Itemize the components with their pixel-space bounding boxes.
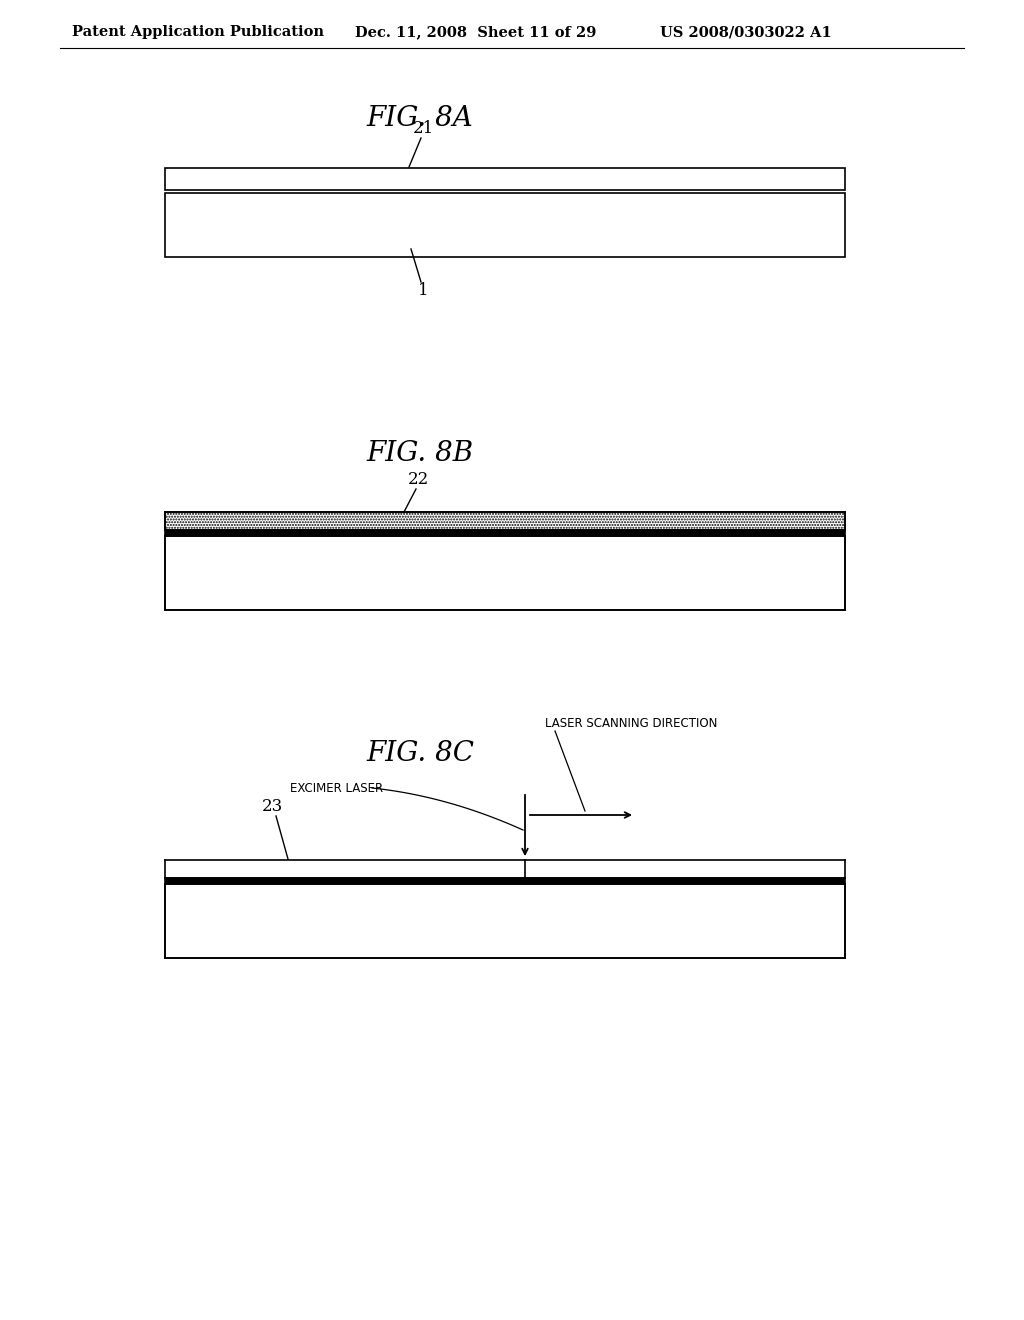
Bar bbox=[165, 536, 845, 610]
Bar bbox=[165, 531, 845, 536]
Text: 23: 23 bbox=[261, 799, 283, 814]
Text: LASER SCANNING DIRECTION: LASER SCANNING DIRECTION bbox=[545, 717, 718, 730]
Text: FIG. 8A: FIG. 8A bbox=[367, 106, 473, 132]
Text: 1: 1 bbox=[418, 282, 428, 300]
Text: FIG. 8C: FIG. 8C bbox=[366, 741, 474, 767]
Bar bbox=[525, 861, 845, 878]
Text: EXCIMER LASER: EXCIMER LASER bbox=[290, 781, 383, 795]
Bar bbox=[165, 168, 845, 190]
Bar bbox=[165, 512, 845, 531]
Text: 21: 21 bbox=[413, 120, 433, 137]
Text: 22: 22 bbox=[408, 471, 429, 488]
Text: Dec. 11, 2008  Sheet 11 of 29: Dec. 11, 2008 Sheet 11 of 29 bbox=[355, 25, 596, 40]
Text: Patent Application Publication: Patent Application Publication bbox=[72, 25, 324, 40]
Text: FIG. 8B: FIG. 8B bbox=[367, 440, 473, 467]
Bar bbox=[165, 193, 845, 257]
Bar bbox=[165, 884, 845, 958]
Bar bbox=[165, 861, 525, 878]
Bar bbox=[165, 878, 845, 884]
Text: US 2008/0303022 A1: US 2008/0303022 A1 bbox=[660, 25, 831, 40]
